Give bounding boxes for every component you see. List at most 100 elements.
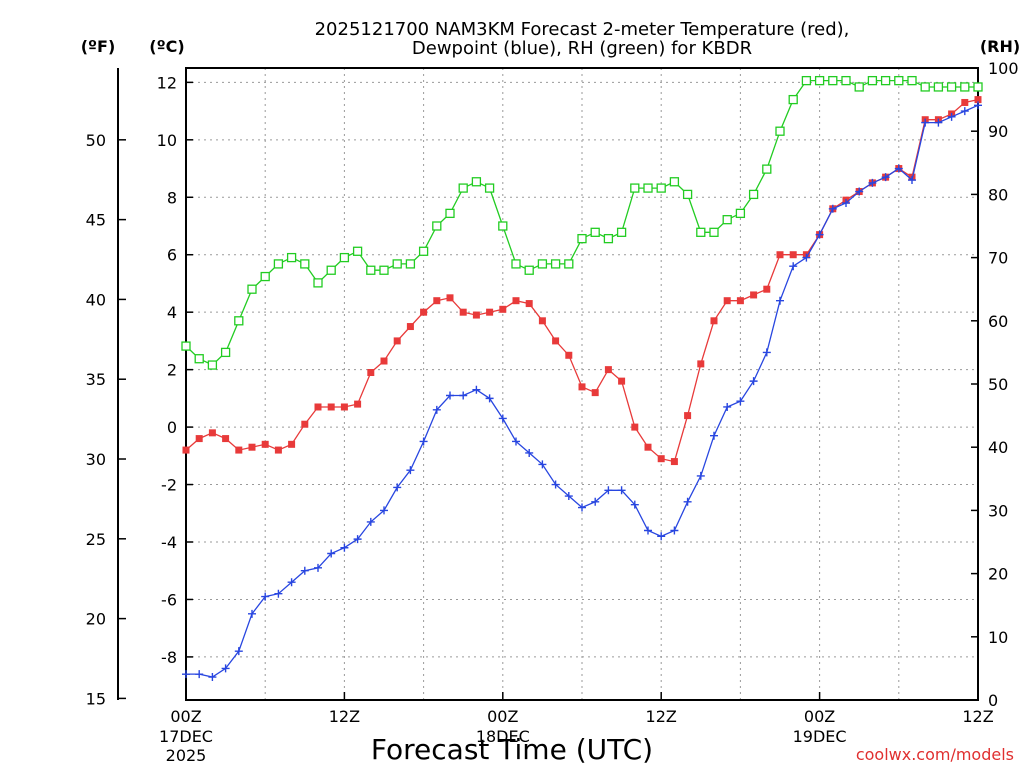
dewpoint-point [815,230,824,239]
dewpoint-point [934,118,943,127]
dewpoint-point [485,394,494,403]
x-tick-label-date: 17DEC [159,727,213,746]
dewpoint-point [248,609,256,618]
temperature-point [604,366,612,374]
temperature-point [644,443,652,451]
rh-point [260,271,270,282]
x-tick-label-time: 00Z [487,707,518,726]
temperature-point [472,311,480,319]
celsius-tick-label: -2 [161,476,177,495]
celsius-tick-label: 4 [167,303,177,322]
temperature-point [459,308,467,316]
rh-unit-label: (RH) [980,37,1020,56]
rh-point [603,233,614,244]
rh-tick-label: 0 [988,691,998,710]
rh-point [247,284,257,294]
temperature-point [486,308,494,316]
fahrenheit-unit-label: (ºF) [81,37,116,56]
rh-point [234,316,244,326]
rh-point [498,221,508,231]
rh-point [841,75,851,86]
x-tick-label-date: 19DEC [793,727,847,746]
dewpoint-point [696,471,705,480]
rh-point [550,259,561,269]
rh-point [880,75,891,86]
rh-point [801,75,812,86]
dewpoint-point [234,647,243,656]
rh-point [907,75,917,86]
temperature-point [789,251,797,259]
dewpoint-point [974,101,982,110]
rh-point [696,227,706,237]
x-tick-label-time: 12Z [962,707,993,726]
rh-point [326,265,336,275]
rh-point [300,259,310,269]
temperature-point [657,455,665,463]
dewpoint-point [221,664,230,673]
rh-point [960,82,970,92]
rh-point [445,208,455,219]
rh-point [643,183,653,193]
dewpoint-point [300,566,309,575]
celsius-tick-label: 10 [157,131,177,150]
celsius-tick-label: 2 [167,361,177,380]
rh-tick-label: 30 [988,501,1008,520]
dewpoint-point [208,673,217,682]
temperature-point [274,446,282,454]
rh-point [511,259,521,269]
dewpoint-point [314,563,322,572]
dewpoint-point [630,500,639,509]
x-tick-label-time: 00Z [804,707,835,726]
rh-point [894,75,904,86]
dewpoint-point [868,178,877,187]
celsius-tick-label: 8 [167,188,177,207]
dewpoint-point [274,589,283,598]
dewpoint-point [551,480,560,489]
rh-point [220,347,231,358]
rh-tick-label: 70 [988,249,1008,268]
rh-point [432,221,442,231]
dewpoint-point [591,497,600,506]
rh-point [973,82,983,92]
celsius-tick-label: 6 [167,246,177,265]
rh-point [709,227,719,237]
dewpoint-point [604,486,613,495]
fahrenheit-tick-label: 40 [86,290,106,309]
temperature-point [776,251,784,259]
dewpoint-point [736,397,745,406]
rh-point [656,183,666,193]
rh-point [616,227,627,237]
rh-series [181,75,983,370]
dewpoint-point [710,431,718,440]
fahrenheit-tick-label: 20 [86,610,106,629]
temperature-point [354,400,362,408]
temperature-point [420,308,428,316]
temperature-point [631,423,639,431]
dewpoint-point [921,118,930,127]
dewpoint-point [802,253,811,262]
dewpoint-point [723,402,732,411]
rh-point [735,208,746,219]
rh-point [524,265,534,275]
dewpoint-point [327,549,336,558]
dewpoint-series [182,101,982,682]
temperature-point [380,357,388,365]
rh-tick-label: 100 [988,59,1019,78]
dewpoint-point [393,483,402,492]
rh-point [920,82,930,92]
temperature-point [327,403,335,411]
fahrenheit-tick-label: 35 [86,370,106,389]
dewpoint-point [578,503,586,512]
temperature-point [288,440,296,448]
rh-point [946,82,957,92]
dewpoint-point [340,543,349,552]
rh-tick-label: 90 [988,122,1008,141]
temperature-point [261,440,269,448]
temperature-point [222,435,230,443]
dewpoint-point [842,199,850,208]
temperature-point [591,389,599,397]
x-tick-label-year: 2025 [166,746,207,765]
credit-label: coolwx.com/models [856,745,1014,764]
dewpoint-point [432,405,441,414]
dewpoint-point [960,107,969,116]
